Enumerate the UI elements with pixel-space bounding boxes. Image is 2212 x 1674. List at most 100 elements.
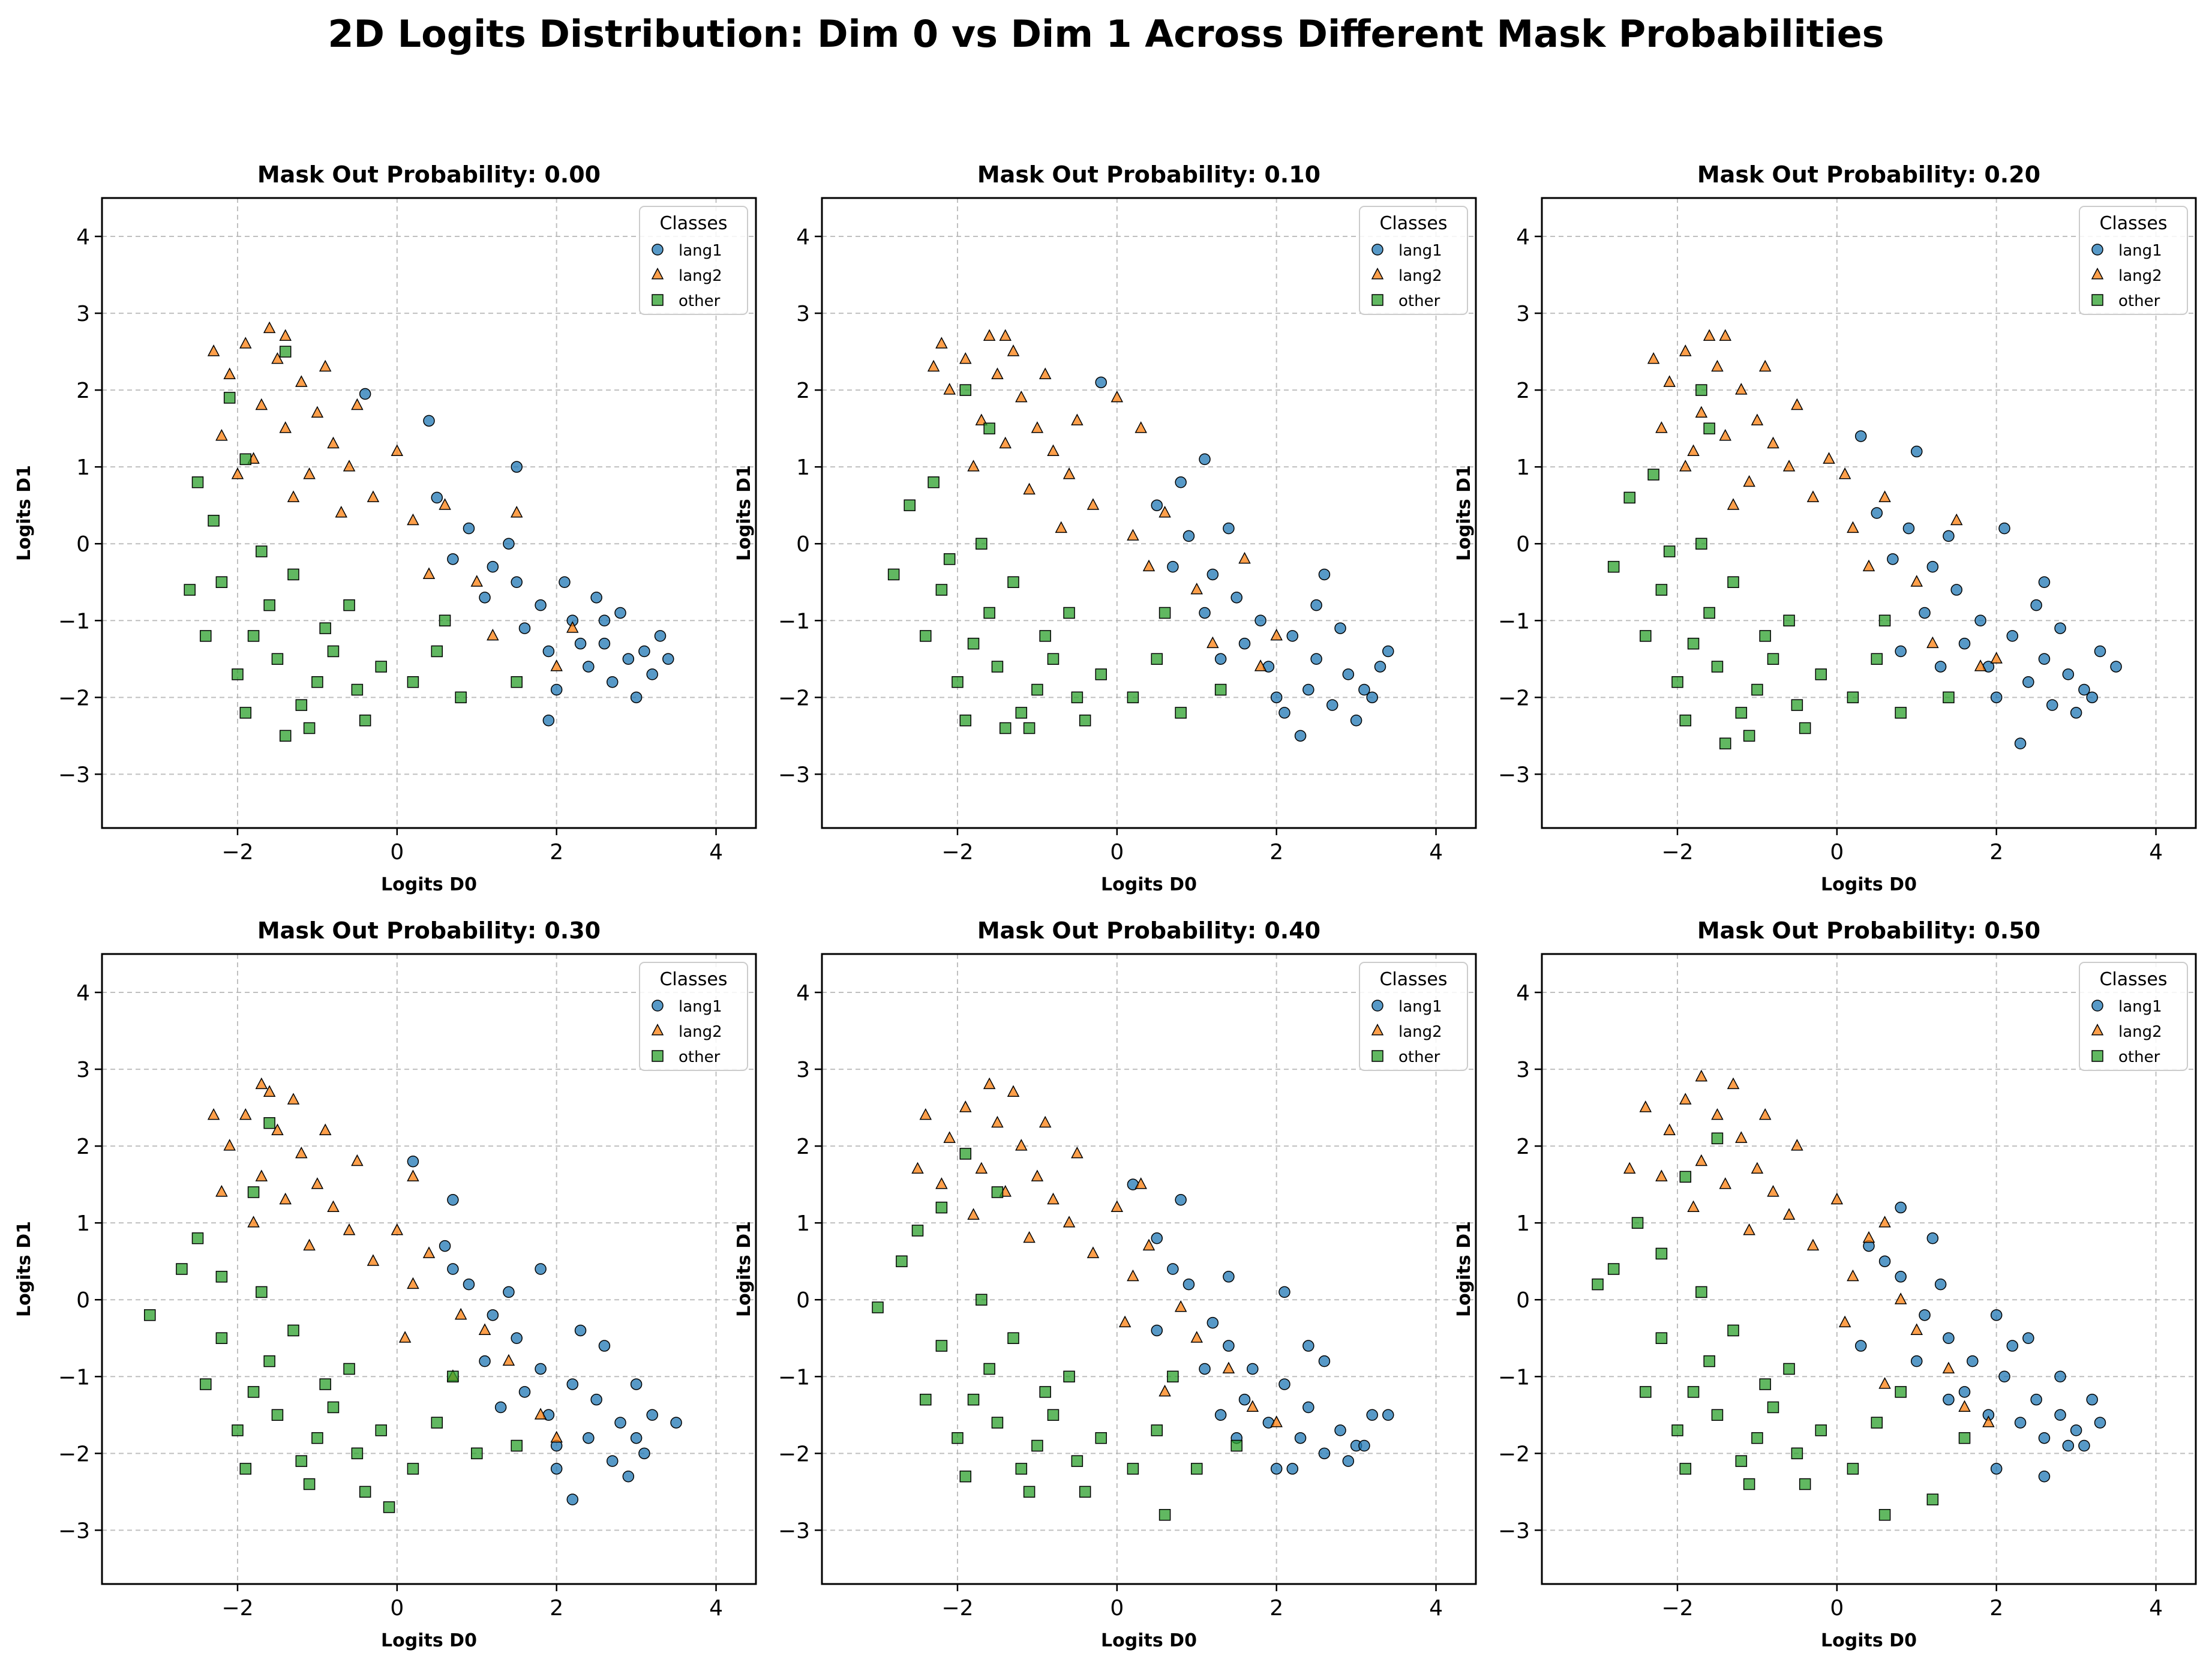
data-point <box>1199 1363 1211 1375</box>
data-point <box>911 1162 924 1174</box>
series-lang2 <box>207 321 579 671</box>
y-tick-label: −2 <box>58 1442 90 1466</box>
data-point <box>1926 560 1939 573</box>
data-point <box>1623 1162 1636 1174</box>
data-point <box>1023 1231 1036 1243</box>
y-tick-label: −2 <box>1498 686 1530 710</box>
y-tick-label: −1 <box>58 1365 90 1390</box>
data-point <box>999 436 1012 449</box>
legend-marker-lang2 <box>1371 268 1384 280</box>
data-point <box>2022 1332 2034 1344</box>
data-point <box>447 1194 459 1206</box>
data-point <box>383 1501 395 1513</box>
data-point <box>263 1355 275 1367</box>
data-point <box>351 683 364 696</box>
data-point <box>2038 1470 2051 1483</box>
data-point <box>1278 707 1290 719</box>
legend-marker-lang1 <box>2091 244 2103 256</box>
data-point <box>1640 1386 1652 1398</box>
subplot: −2 0 2 4 −3 −2 −1 0 1 2 3 4 Mask Out Probability: 0.… <box>734 917 1477 1651</box>
x-tick-label: −2 <box>1661 1596 1693 1621</box>
data-point <box>2006 1340 2019 1352</box>
data-point <box>550 1430 563 1443</box>
x-tick-label: 2 <box>1269 840 1283 865</box>
data-point <box>1334 622 1346 634</box>
data-point <box>447 1370 459 1383</box>
series-other <box>872 1148 1242 1521</box>
data-point <box>343 599 355 611</box>
data-point <box>550 683 563 696</box>
data-point <box>1703 607 1715 619</box>
data-point <box>1878 1255 1891 1267</box>
data-point <box>959 384 972 396</box>
data-point <box>2062 668 2075 680</box>
data-point <box>511 461 523 473</box>
data-point <box>1919 607 1931 619</box>
data-point <box>1671 1424 1683 1436</box>
data-point <box>247 630 260 642</box>
data-point <box>1366 691 1378 704</box>
data-point <box>999 722 1012 734</box>
data-point <box>1735 1131 1748 1143</box>
data-point <box>1223 1271 1235 1283</box>
data-point <box>1071 691 1084 704</box>
data-point <box>1127 1269 1139 1282</box>
data-point <box>279 1192 292 1205</box>
data-point <box>263 1117 275 1129</box>
data-point <box>935 1340 948 1352</box>
legend-label-lang1: lang1 <box>679 998 722 1016</box>
data-point <box>1663 375 1676 387</box>
data-point <box>1687 1386 1700 1398</box>
data-point <box>1727 498 1740 510</box>
y-tick-label: −3 <box>58 1519 90 1543</box>
y-tick-label: 4 <box>1516 225 1530 250</box>
data-point <box>1206 568 1219 581</box>
data-point <box>1199 453 1211 466</box>
data-point <box>1302 1340 1314 1352</box>
data-point <box>1958 1432 1971 1444</box>
data-point <box>1134 1177 1147 1189</box>
data-point <box>1671 676 1683 688</box>
data-point <box>2030 599 2042 611</box>
data-point <box>247 1386 260 1398</box>
data-point <box>223 1139 236 1151</box>
series-lang2 <box>911 1077 1283 1427</box>
data-point <box>1871 653 1883 665</box>
data-point <box>232 1424 244 1436</box>
data-point <box>2078 683 2090 696</box>
data-point <box>271 1409 284 1421</box>
y-tick-label: 0 <box>796 532 810 557</box>
y-tick-label: 3 <box>76 302 90 326</box>
data-point <box>2070 1424 2082 1436</box>
data-point <box>1719 737 1731 749</box>
data-point <box>1118 1315 1131 1328</box>
data-point <box>327 645 340 658</box>
data-point <box>263 1085 276 1097</box>
data-point <box>1687 637 1700 650</box>
data-point <box>1302 683 1314 696</box>
data-point <box>1838 1315 1851 1328</box>
x-tick-label: −2 <box>1661 840 1693 865</box>
data-point <box>1895 1271 1907 1283</box>
data-point <box>542 645 555 658</box>
data-point <box>2054 1409 2066 1421</box>
data-point <box>511 676 523 688</box>
subplot: −2 0 2 4 −3 −2 −1 0 1 2 3 4 Mask Out Probability: 0.… <box>1454 161 2197 895</box>
data-point <box>542 714 555 727</box>
data-point <box>1727 1077 1740 1090</box>
data-point <box>535 1263 547 1275</box>
data-point <box>1990 1309 2003 1321</box>
data-point <box>367 490 380 502</box>
data-point <box>303 467 316 479</box>
data-point <box>1286 1463 1299 1475</box>
data-point <box>646 1409 658 1421</box>
data-point <box>303 722 316 734</box>
data-point <box>1095 1432 1107 1444</box>
data-point <box>422 1246 436 1258</box>
subplot: −2 0 2 4 −3 −2 −1 0 1 2 3 4 Mask Out Probability: 0.… <box>14 917 757 1651</box>
data-point <box>511 576 523 588</box>
data-point <box>351 1154 364 1166</box>
data-point <box>1695 406 1708 418</box>
legend-label-other: other <box>2118 1048 2160 1066</box>
data-point <box>959 1100 972 1112</box>
